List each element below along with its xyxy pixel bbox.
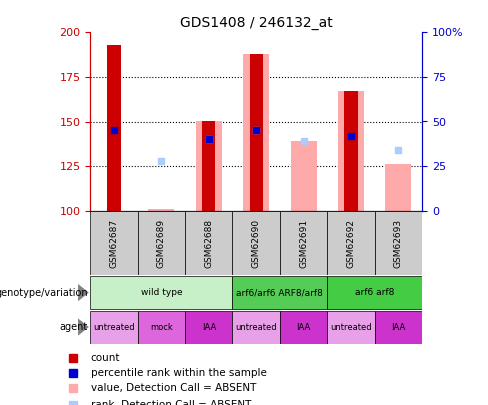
FancyBboxPatch shape [280,211,327,275]
FancyBboxPatch shape [90,211,138,275]
Text: arf6 arf8: arf6 arf8 [355,288,394,297]
Text: count: count [91,353,121,363]
FancyBboxPatch shape [232,311,280,343]
Text: IAA: IAA [202,322,216,332]
Bar [202,122,215,211]
Text: agent: agent [60,322,88,332]
Bar [249,54,263,211]
Polygon shape [78,284,89,301]
FancyBboxPatch shape [232,276,327,309]
Text: wild type: wild type [141,288,182,297]
FancyBboxPatch shape [138,311,185,343]
Text: arf6/arf6 ARF8/arf8: arf6/arf6 ARF8/arf8 [237,288,324,297]
FancyBboxPatch shape [185,211,232,275]
Text: rank, Detection Call = ABSENT: rank, Detection Call = ABSENT [91,400,251,405]
FancyBboxPatch shape [90,276,232,309]
FancyBboxPatch shape [375,311,422,343]
FancyBboxPatch shape [280,311,327,343]
Bar [243,54,269,211]
FancyBboxPatch shape [138,211,185,275]
Text: GSM62693: GSM62693 [394,218,403,268]
Text: GSM62691: GSM62691 [299,218,308,268]
Text: percentile rank within the sample: percentile rank within the sample [91,368,266,378]
FancyBboxPatch shape [327,311,375,343]
Text: GSM62687: GSM62687 [109,218,119,268]
Text: GSM62689: GSM62689 [157,218,166,268]
Bar [290,141,317,211]
FancyBboxPatch shape [232,211,280,275]
Text: GSM62690: GSM62690 [252,218,261,268]
Polygon shape [78,318,89,336]
Text: value, Detection Call = ABSENT: value, Detection Call = ABSENT [91,384,256,394]
Text: GSM62692: GSM62692 [346,219,356,267]
Bar [196,122,222,211]
Text: genotype/variation: genotype/variation [0,288,88,298]
Bar [338,91,364,211]
Bar [148,209,174,211]
FancyBboxPatch shape [185,311,232,343]
Title: GDS1408 / 246132_at: GDS1408 / 246132_at [180,16,333,30]
Text: untreated: untreated [235,322,277,332]
Text: mock: mock [150,322,173,332]
FancyBboxPatch shape [90,311,138,343]
Bar [386,164,411,211]
Bar [107,45,121,211]
Bar [345,91,358,211]
FancyBboxPatch shape [375,211,422,275]
Text: GSM62688: GSM62688 [204,218,213,268]
FancyBboxPatch shape [327,276,422,309]
Text: untreated: untreated [330,322,372,332]
Text: IAA: IAA [297,322,311,332]
FancyBboxPatch shape [327,211,375,275]
Text: untreated: untreated [93,322,135,332]
Text: IAA: IAA [391,322,406,332]
